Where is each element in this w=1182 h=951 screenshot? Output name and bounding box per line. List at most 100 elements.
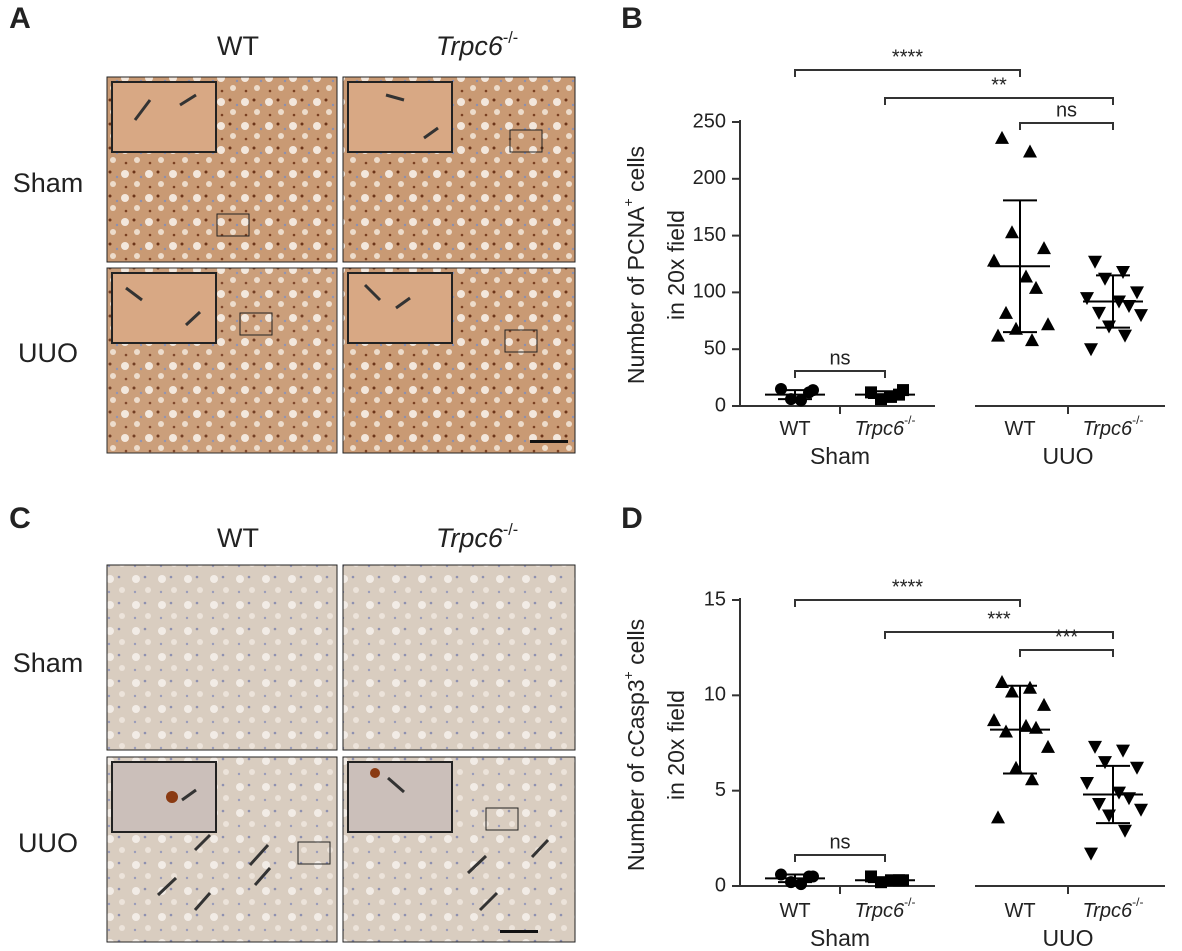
- data-point: [1084, 343, 1098, 357]
- error-bar: [1096, 274, 1130, 329]
- label: WT: [779, 418, 810, 440]
- text-part: -/-: [503, 29, 518, 47]
- data-point: [995, 674, 1009, 688]
- label: Number of PCNA+ cells: [621, 146, 649, 384]
- data-point: [1080, 777, 1094, 791]
- text-part: WT: [1004, 900, 1035, 922]
- data-point: [991, 328, 1005, 342]
- significance-label: ****: [892, 576, 923, 598]
- inset: [347, 272, 453, 344]
- group-label: UUO: [1042, 443, 1093, 469]
- significance-label: ns: [1056, 99, 1077, 121]
- row-label: Sham: [13, 648, 84, 678]
- y-tick-label: 150: [693, 224, 726, 246]
- text-part: Trpc6: [436, 31, 504, 61]
- error-bar: [1003, 199, 1037, 334]
- label: Number of cCasp3+ cells: [621, 619, 649, 871]
- data-point: [1023, 680, 1037, 694]
- data-point: [1122, 300, 1136, 314]
- significance-bracket: [794, 599, 1021, 607]
- panel-letter: A: [9, 2, 31, 35]
- data-point: [991, 810, 1005, 824]
- zoom-box: [216, 213, 250, 237]
- row-label: UUO: [18, 338, 78, 368]
- scale-bar: [530, 440, 568, 443]
- significance-label: ns: [829, 347, 850, 369]
- data-point: [1122, 792, 1136, 806]
- data-point: [1098, 756, 1112, 770]
- data-point: [987, 253, 1001, 267]
- label: WT: [217, 31, 259, 61]
- label: WT: [1004, 900, 1035, 922]
- significance-bracket: [794, 69, 1021, 77]
- text-part: -/-: [1132, 413, 1143, 427]
- significance-label: ****: [892, 46, 923, 68]
- data-point: [1088, 255, 1102, 269]
- data-point: [897, 384, 909, 397]
- row-label: Sham: [13, 168, 84, 198]
- data-point: [1029, 280, 1043, 294]
- text-part: -/-: [1132, 895, 1143, 909]
- inset: [347, 81, 453, 153]
- text-part: cells: [623, 619, 649, 671]
- label: Trpc6-/-: [855, 895, 916, 922]
- data-point: [1019, 269, 1033, 283]
- data-point: [995, 130, 1009, 144]
- data-point: [1037, 697, 1051, 711]
- panel-letter: C: [9, 502, 31, 535]
- label: WT: [1004, 418, 1035, 440]
- text-part: +: [621, 198, 636, 206]
- zoom-box: [509, 129, 543, 153]
- inset: [111, 81, 217, 153]
- y-tick-label: 0: [715, 874, 726, 896]
- data-point: [1092, 798, 1106, 812]
- data-point: [1130, 286, 1144, 300]
- data-point: [1025, 772, 1039, 786]
- data-point: [807, 870, 819, 883]
- y-tick-label: 200: [693, 167, 726, 189]
- significance-bracket: [794, 854, 886, 862]
- y-tick-label: 50: [704, 337, 726, 359]
- data-point: [1029, 720, 1043, 734]
- significance-bracket: [1019, 649, 1114, 657]
- label: Trpc6-/-: [855, 413, 916, 440]
- significance-label: ns: [829, 831, 850, 853]
- data-point: [1130, 761, 1144, 775]
- data-point: [1084, 847, 1098, 861]
- zoom-box: [239, 312, 273, 336]
- significance-bracket: [884, 97, 1114, 105]
- text-part: Trpc6: [1083, 900, 1134, 922]
- data-point: [1041, 739, 1055, 753]
- text-part: WT: [217, 31, 259, 61]
- significance-label: **: [991, 74, 1007, 96]
- data-point: [1023, 144, 1037, 158]
- y-axis-label: in 20x field: [663, 690, 689, 800]
- stained-cell: [370, 768, 380, 778]
- scale-bar: [500, 930, 538, 933]
- text-part: Trpc6: [1083, 418, 1134, 440]
- group-label: Sham: [810, 443, 870, 469]
- data-point: [807, 384, 819, 397]
- y-tick-label: 10: [704, 684, 726, 706]
- y-tick-label: 100: [693, 281, 726, 303]
- data-point: [1005, 684, 1019, 698]
- arrows: [125, 93, 550, 912]
- group-label: UUO: [1042, 925, 1093, 951]
- micrograph: [106, 564, 338, 751]
- text-part: -/-: [904, 895, 915, 909]
- text-part: WT: [779, 418, 810, 440]
- data-point: [885, 390, 897, 403]
- significance-bracket: [794, 370, 886, 378]
- group-label: Sham: [810, 925, 870, 951]
- data-point: [1118, 329, 1132, 343]
- error-bar: [1003, 684, 1037, 775]
- y-tick-label: 15: [704, 588, 726, 610]
- data-point: [1019, 718, 1033, 732]
- text-part: Trpc6: [855, 900, 906, 922]
- data-point: [1092, 306, 1106, 320]
- y-tick-label: 250: [693, 110, 726, 132]
- data-point: [999, 305, 1013, 319]
- row-label: UUO: [18, 828, 78, 858]
- data-point: [1134, 803, 1148, 817]
